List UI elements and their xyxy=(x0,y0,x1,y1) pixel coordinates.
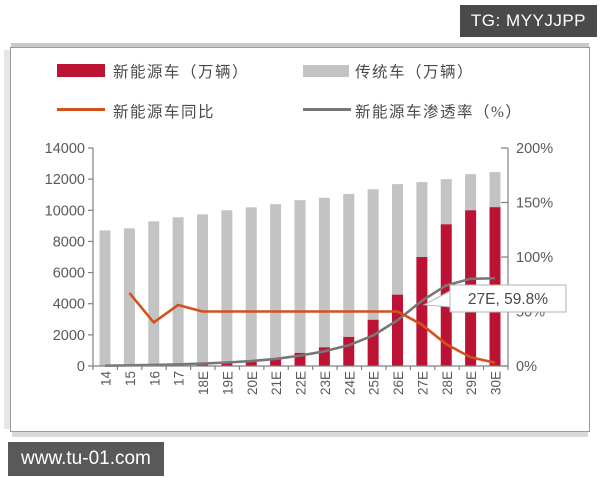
svg-text:27E, 59.8%: 27E, 59.8% xyxy=(468,291,548,308)
legend-label-penetration-line: 新能源车渗透率（%） xyxy=(355,104,523,121)
legend-swatch-penetration-line xyxy=(303,108,351,111)
svg-text:26E: 26E xyxy=(391,371,406,395)
svg-text:4000: 4000 xyxy=(53,297,85,313)
svg-text:24E: 24E xyxy=(342,371,357,395)
svg-text:8000: 8000 xyxy=(53,234,85,250)
svg-text:10000: 10000 xyxy=(45,203,85,219)
svg-text:150%: 150% xyxy=(516,196,553,212)
svg-text:19E: 19E xyxy=(220,371,235,395)
svg-text:27E: 27E xyxy=(415,371,430,395)
combo-chart: 020004000600080001000012000140000%50%100… xyxy=(45,141,567,395)
legend-swatch-traditional-bar xyxy=(303,65,349,77)
svg-text:14000: 14000 xyxy=(45,141,85,157)
svg-text:23E: 23E xyxy=(318,371,333,395)
legend-swatch-yoy-line xyxy=(57,108,105,111)
svg-text:18E: 18E xyxy=(196,371,211,395)
svg-text:15: 15 xyxy=(123,371,138,386)
svg-text:25E: 25E xyxy=(367,371,382,395)
svg-text:28E: 28E xyxy=(440,371,455,395)
legend-swatch-nev-bar xyxy=(57,64,105,77)
legend-label-nev-bar: 新能源车（万辆） xyxy=(113,64,250,81)
svg-text:0: 0 xyxy=(77,359,85,375)
legend-label-traditional-bar: 传统车（万辆） xyxy=(355,64,475,81)
svg-text:21E: 21E xyxy=(269,371,284,395)
svg-text:2000: 2000 xyxy=(53,328,85,344)
svg-text:100%: 100% xyxy=(516,250,553,266)
svg-text:200%: 200% xyxy=(516,141,553,157)
watermark-bottom-left-badge: www.tu-01.com xyxy=(8,442,164,476)
svg-text:20E: 20E xyxy=(245,371,260,395)
chart-frame: 新能源车（万辆） 传统车（万辆） 新能源车同比 新能源车渗透率（%） 0 2000… xyxy=(10,47,590,432)
watermark-top-right-badge: TG: MYYJJPP xyxy=(459,5,597,37)
svg-text:14: 14 xyxy=(99,371,114,387)
svg-text:16: 16 xyxy=(147,371,162,386)
svg-text:6000: 6000 xyxy=(53,266,85,282)
svg-text:17: 17 xyxy=(172,371,187,386)
svg-text:30E: 30E xyxy=(489,371,504,395)
svg-text:0%: 0% xyxy=(516,359,537,375)
svg-text:29E: 29E xyxy=(464,371,479,395)
legend-label-yoy-line: 新能源车同比 xyxy=(113,104,216,121)
svg-text:12000: 12000 xyxy=(45,172,85,188)
svg-text:22E: 22E xyxy=(294,371,309,395)
